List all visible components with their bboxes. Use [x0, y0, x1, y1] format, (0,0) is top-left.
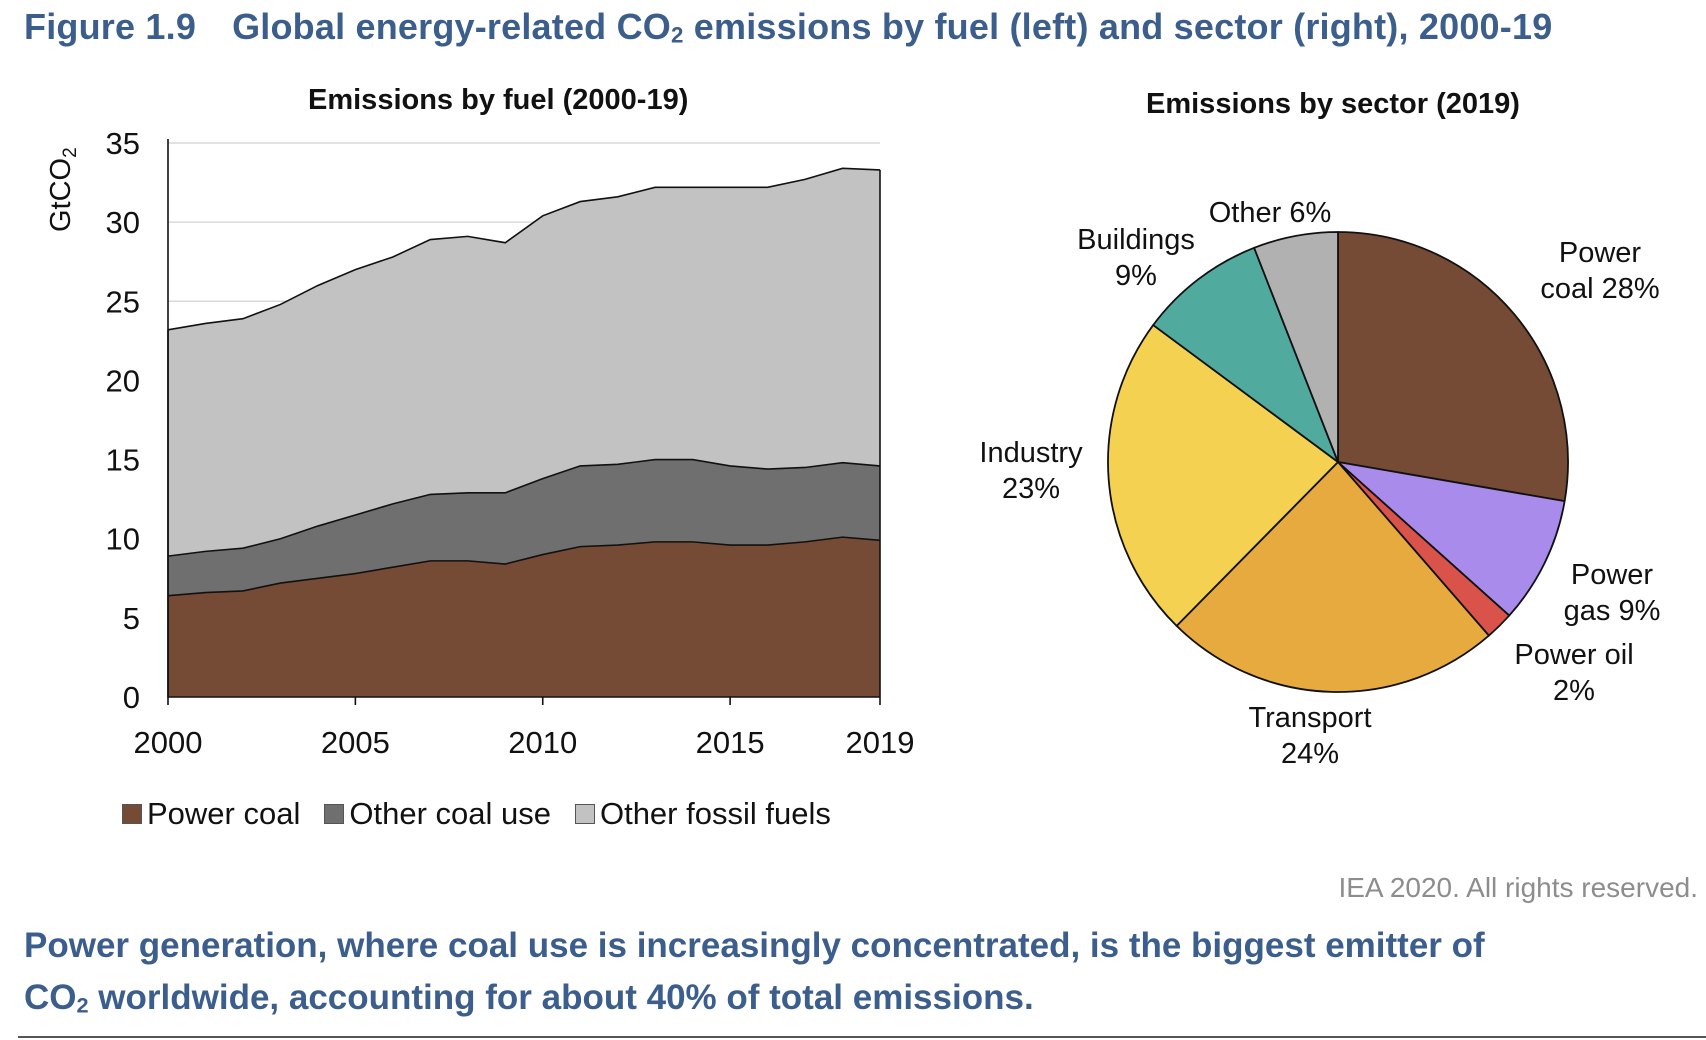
pie-slice-industry [1107, 324, 1339, 627]
pie-slice-other [1253, 231, 1339, 463]
y-tick-label: 20 [106, 363, 140, 398]
legend-label: Power coal [147, 796, 301, 831]
x-tick-label: 2010 [508, 725, 577, 760]
area-other-coal-use [168, 459, 880, 596]
legend-item-other-coal-use: Other coal use [324, 796, 551, 832]
caption-line-2-rest: worldwide, accounting for about 40% of t… [88, 978, 1034, 1017]
x-tick-label: 2000 [134, 725, 203, 760]
y-axis-label: GtCO2 [45, 147, 81, 232]
x-tick-label: 2015 [696, 725, 765, 760]
pie-label: Transport [1248, 702, 1371, 734]
y-tick-label: 5 [123, 601, 140, 636]
pie-chart-title: Emissions by sector (2019) [1146, 88, 1520, 120]
pie-label: 9% [1115, 260, 1157, 292]
pie-label: Industry [979, 437, 1083, 469]
pie-label: Power [1571, 559, 1654, 591]
caption-line-1: Power generation, where coal use is incr… [24, 926, 1485, 965]
pie-label: 23% [1002, 473, 1060, 505]
pie-slice-transport [1175, 461, 1490, 693]
y-tick-label: 30 [106, 205, 140, 240]
figure-caption: Power generation, where coal use is incr… [24, 920, 1485, 1031]
legend-item-other-fossil-fuels: Other fossil fuels [574, 796, 831, 832]
area-power-coal [168, 537, 880, 697]
pie-slice-power-gas [1337, 461, 1566, 617]
legend-label: Other fossil fuels [599, 796, 831, 831]
copyright-credit: IEA 2020. All rights reserved. [1338, 872, 1698, 903]
figure-number: Figure 1.9 [24, 6, 197, 47]
figure-title-subscript: 2 [670, 22, 684, 48]
area-chart: 0 5 10 15 20 25 30 35 2000 2005 2010 2015 2019 GtCO2 [45, 126, 915, 760]
legend-label: Other coal use [349, 796, 551, 831]
pie-label: Other 6% [1209, 197, 1332, 229]
pie-label: gas 9% [1564, 595, 1661, 627]
legend-swatch-other-coal-use [324, 804, 345, 824]
series-outline [167, 167, 881, 331]
pie-label: 2% [1553, 675, 1595, 707]
area-chart-title: Emissions by fuel (2000-19) [308, 84, 689, 116]
pie-slice-buildings [1152, 246, 1339, 463]
pie-label: Power [1559, 237, 1642, 269]
series-outline [167, 458, 881, 557]
x-tick-label: 2005 [321, 725, 390, 760]
caption-line-2: CO2 worldwide, accounting for about 40% … [24, 972, 1485, 1031]
legend-swatch-power-coal [122, 804, 142, 824]
series-outline [167, 536, 881, 597]
y-tick-label: 10 [106, 522, 140, 557]
pie-label: Power oil [1514, 639, 1633, 671]
pie-chart: Power coal 28% Power gas 9% Power oil 2% Trans… [979, 197, 1661, 770]
caption-subscript: 2 [76, 992, 89, 1018]
pie-label: Buildings [1077, 224, 1195, 256]
y-tick-label: 25 [106, 284, 140, 319]
figure-title: Figure 1.9 Global energy-related CO2 emis… [24, 6, 1552, 48]
figure-title-rest: emissions by fuel (left) and sector (rig… [683, 6, 1553, 47]
legend-swatch-other-fossil-fuels [574, 804, 595, 824]
pie-label: coal 28% [1540, 273, 1659, 305]
y-tick-label: 0 [123, 680, 140, 715]
pie-slice-power-coal [1337, 231, 1569, 503]
legend-item-power-coal: Power coal [122, 796, 300, 832]
bottom-divider [18, 1036, 1706, 1038]
figure-title-main: Global energy-related CO [232, 6, 671, 47]
x-tick-label: 2019 [846, 725, 915, 760]
caption-co2: CO [24, 978, 77, 1017]
pie-label: 24% [1281, 738, 1339, 770]
area-other-fossil-fuels [168, 168, 880, 557]
y-tick-label: 15 [106, 443, 140, 478]
y-tick-label: 35 [106, 126, 140, 161]
area-chart-legend: Power coal Other coal use Other fossil f… [122, 796, 831, 832]
